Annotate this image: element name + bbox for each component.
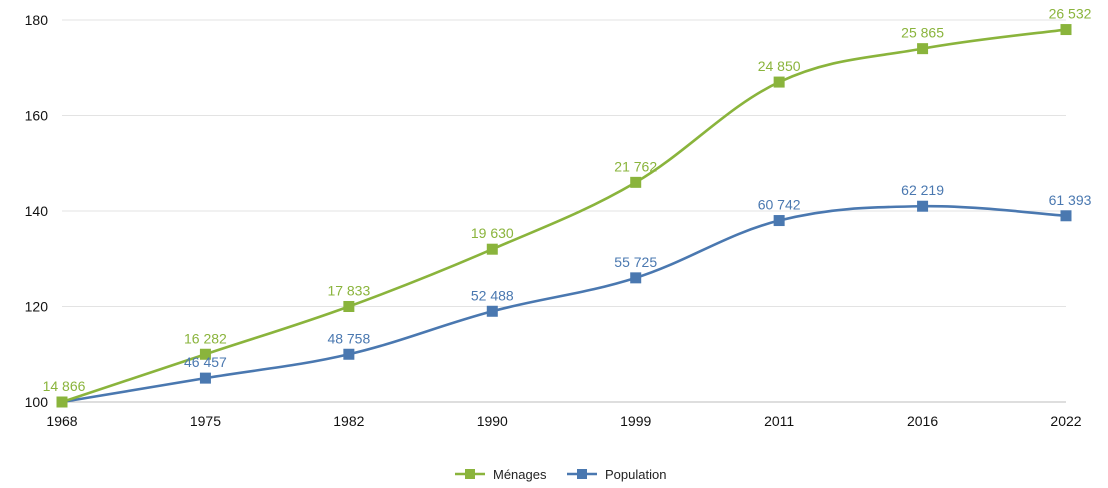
x-tick-label: 2022 [1050,413,1081,429]
data-point-menages [630,176,642,188]
legend-label: Ménages [493,467,547,482]
data-point-population [630,272,642,284]
data-label-menages: 16 282 [184,330,227,346]
series-line-population [61,204,1067,404]
data-label-menages: 26 532 [1049,6,1092,22]
series-line-menages [61,28,1067,404]
data-point-population [1060,210,1072,222]
data-point-menages [486,243,498,255]
legend-label: Population [605,467,666,482]
y-tick-label: 180 [25,12,49,28]
x-tick-label: 1968 [46,413,77,429]
x-tick-label: 1975 [190,413,221,429]
data-point-menages [773,76,785,88]
legend-item-population: Population [567,467,666,482]
data-label-menages: 25 865 [901,25,944,41]
x-tick-label: 1982 [333,413,364,429]
y-tick-label: 140 [25,203,49,219]
data-label-population: 48 758 [327,330,370,346]
legend-marker [465,469,475,479]
y-tick-label: 100 [25,394,49,410]
legend: Ménages Population [455,467,666,482]
data-label-menages: 14 866 [43,378,86,394]
data-label-menages: 17 833 [327,283,370,299]
data-point-population [773,215,785,227]
data-label-population: 52 488 [471,287,514,303]
series-population [56,200,1072,408]
data-label-population: 55 725 [614,254,657,270]
y-tick-label: 120 [25,299,49,315]
data-label-menages: 19 630 [471,225,514,241]
data-label-population: 60 742 [758,197,801,213]
data-label-menages: 21 762 [614,158,657,174]
x-tick-label: 1990 [477,413,508,429]
x-tick-label: 1999 [620,413,651,429]
data-point-menages [56,396,68,408]
x-tick-label: 2011 [764,413,794,429]
data-label-population: 62 219 [901,182,944,198]
data-point-menages [343,301,355,312]
data-label-population: 61 393 [1049,192,1092,208]
data-point-population [343,348,355,360]
data-point-menages [917,43,929,55]
data-point-menages [199,348,211,360]
data-label-menages: 24 850 [758,58,801,74]
legend-marker [577,469,587,479]
data-point-population [199,372,211,384]
x-tick-label: 2016 [907,413,938,429]
series-menages [56,24,1072,408]
data-label-population: 46 457 [184,354,227,370]
y-tick-label: 160 [25,108,49,124]
legend-item-menages: Ménages [455,467,547,482]
data-point-menages [1060,24,1072,36]
data-point-population [486,305,498,317]
data-point-population [917,200,929,212]
